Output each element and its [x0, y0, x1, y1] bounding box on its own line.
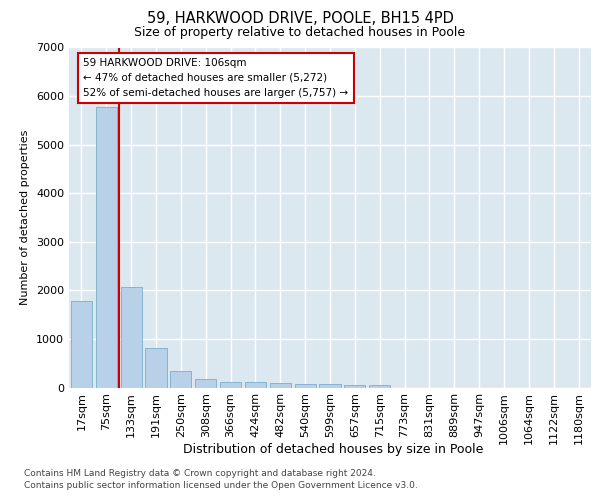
- Bar: [220, 382, 241, 388]
- Y-axis label: Number of detached properties: Number of detached properties: [20, 130, 31, 305]
- Text: Distribution of detached houses by size in Poole: Distribution of detached houses by size …: [183, 442, 483, 456]
- Bar: [121, 288, 142, 388]
- Text: 59 HARKWOOD DRIVE: 106sqm
← 47% of detached houses are smaller (5,272)
52% of se: 59 HARKWOOD DRIVE: 106sqm ← 47% of detac…: [83, 58, 349, 98]
- Bar: [96, 107, 117, 388]
- Text: Contains public sector information licensed under the Open Government Licence v3: Contains public sector information licen…: [24, 481, 418, 490]
- Bar: [295, 384, 316, 388]
- Bar: [270, 383, 291, 388]
- Bar: [170, 371, 191, 388]
- Text: 59, HARKWOOD DRIVE, POOLE, BH15 4PD: 59, HARKWOOD DRIVE, POOLE, BH15 4PD: [146, 11, 454, 26]
- Bar: [344, 384, 365, 388]
- Bar: [319, 384, 341, 388]
- Bar: [145, 348, 167, 388]
- Text: Size of property relative to detached houses in Poole: Size of property relative to detached ho…: [134, 26, 466, 39]
- Bar: [71, 301, 92, 388]
- Bar: [195, 378, 216, 388]
- Bar: [369, 385, 390, 388]
- Bar: [245, 382, 266, 388]
- Text: Contains HM Land Registry data © Crown copyright and database right 2024.: Contains HM Land Registry data © Crown c…: [24, 469, 376, 478]
